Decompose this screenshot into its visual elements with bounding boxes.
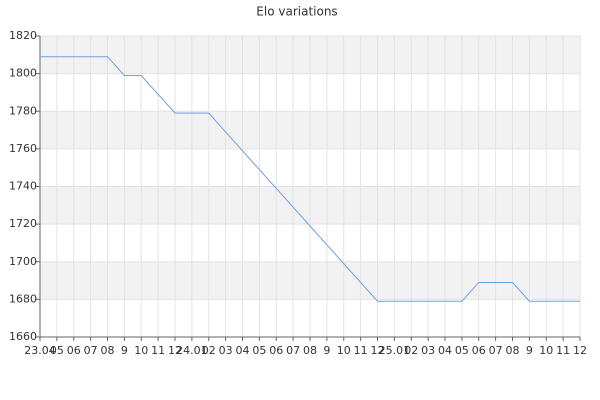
x-tick-label: 08 — [506, 344, 520, 357]
y-tick-label: 1740 — [9, 180, 37, 193]
x-tick-label: 03 — [219, 344, 233, 357]
y-tick-label: 1720 — [9, 217, 37, 230]
y-tick-label: 1820 — [9, 29, 37, 42]
y-tick-label: 1760 — [9, 142, 37, 155]
x-tick-label: 06 — [269, 344, 283, 357]
y-tick-label: 1660 — [9, 330, 37, 343]
x-tick-label: 07 — [286, 344, 300, 357]
x-tick-label: 07 — [84, 344, 98, 357]
x-tick-label: 04 — [438, 344, 452, 357]
x-tick-label: 23.04 — [24, 344, 56, 357]
x-tick-label: 05 — [252, 344, 266, 357]
x-tick-label: 04 — [236, 344, 250, 357]
x-tick-label: 12 — [371, 344, 385, 357]
x-tick-label: 02 — [202, 344, 216, 357]
x-tick-label: 12 — [168, 344, 182, 357]
x-tick-label: 9 — [526, 344, 533, 357]
x-tick-label: 12 — [573, 344, 587, 357]
x-tick-label: 10 — [134, 344, 148, 357]
x-tick-label: 11 — [151, 344, 165, 357]
x-tick-label: 9 — [121, 344, 128, 357]
x-tick-label: 25.01 — [379, 344, 411, 357]
x-tick-label: 05 — [455, 344, 469, 357]
x-tick-label: 10 — [337, 344, 351, 357]
x-tick-label: 07 — [489, 344, 503, 357]
y-tick-label: 1780 — [9, 104, 37, 117]
y-tick-label: 1680 — [9, 292, 37, 305]
x-tick-label: 11 — [354, 344, 368, 357]
x-tick-label: 08 — [303, 344, 317, 357]
x-tick-label: 9 — [323, 344, 330, 357]
line — [40, 56, 580, 302]
chart-title: Elo variations — [256, 5, 337, 19]
y-tick-label: 1700 — [9, 255, 37, 268]
x-tick-label: 05 — [50, 344, 64, 357]
x-tick-label: 06 — [67, 344, 81, 357]
x-tick-label: 02 — [404, 344, 418, 357]
x-tick-label: 24.01 — [176, 344, 208, 357]
x-tick-label: 10 — [539, 344, 553, 357]
x-tick-label: 08 — [101, 344, 115, 357]
x-tick-label: 03 — [421, 344, 435, 357]
x-tick-label: 06 — [472, 344, 486, 357]
x-tick-label: 11 — [556, 344, 570, 357]
y-tick-label: 1800 — [9, 67, 37, 80]
